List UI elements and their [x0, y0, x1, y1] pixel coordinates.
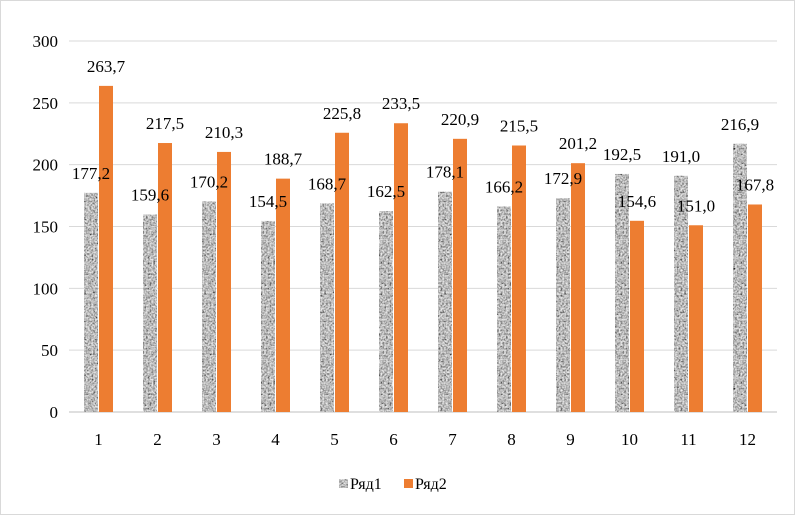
legend-item-series1: Ряд1: [339, 476, 382, 493]
x-axis-ticks: 1 2 3 4 5 6 7 8 9 10 11 12: [94, 430, 756, 449]
bar-series1: [733, 143, 747, 412]
data-label: 210,3: [205, 123, 243, 142]
bar-series1: [438, 191, 452, 412]
bar-series2: [571, 163, 585, 412]
bar-series2: [394, 123, 408, 412]
bar-series1: [320, 203, 334, 412]
bar-series1: [379, 211, 393, 412]
bar-series2: [689, 225, 703, 412]
data-label: 166,2: [485, 177, 523, 196]
bars: [84, 85, 762, 413]
x-tick-label: 5: [330, 430, 339, 449]
data-label: 191,0: [662, 147, 700, 166]
bar-series2: [748, 204, 762, 412]
y-tick-label: 250: [33, 94, 59, 113]
data-label: 162,5: [367, 182, 405, 201]
legend-swatch: [339, 479, 348, 488]
gridlines: [69, 40, 777, 413]
data-label: 215,5: [500, 116, 538, 135]
data-label: 159,6: [131, 186, 169, 205]
data-label: 233,5: [382, 94, 420, 113]
x-tick-label: 10: [621, 430, 638, 449]
data-label: 170,2: [190, 173, 228, 192]
data-label: 263,7: [87, 57, 126, 76]
data-label: 178,1: [426, 163, 464, 182]
data-label: 172,9: [544, 169, 582, 188]
x-tick-label: 2: [153, 430, 162, 449]
data-label: 168,7: [308, 174, 347, 193]
y-tick-label: 0: [50, 403, 59, 422]
bar-series2: [335, 132, 349, 412]
bar-series1: [143, 214, 157, 412]
bar-series2: [99, 85, 113, 413]
legend-swatch: [404, 479, 413, 488]
bar-series2: [217, 151, 231, 412]
data-label: 220,9: [441, 110, 479, 129]
legend-label: Ряд2: [415, 476, 447, 493]
data-label: 225,8: [323, 104, 361, 123]
y-axis-ticks: 0 50 100 150 200 250 300: [33, 32, 59, 422]
data-label: 151,0: [677, 196, 715, 215]
x-tick-label: 4: [271, 430, 280, 449]
data-label: 154,5: [249, 192, 287, 211]
bar-series2: [276, 178, 290, 412]
x-tick-label: 3: [212, 430, 221, 449]
data-label: 217,5: [146, 114, 184, 133]
bar-series1: [615, 173, 629, 412]
data-label: 192,5: [603, 145, 641, 164]
y-tick-label: 300: [33, 32, 59, 51]
bar-series2: [630, 220, 644, 412]
data-label: 154,6: [618, 192, 656, 211]
y-tick-label: 150: [33, 218, 59, 237]
data-label: 201,2: [559, 134, 597, 153]
x-tick-label: 7: [448, 430, 457, 449]
x-tick-label: 9: [566, 430, 575, 449]
y-tick-label: 50: [41, 341, 58, 360]
legend-label: Ряд1: [350, 476, 382, 493]
x-tick-label: 11: [680, 430, 696, 449]
x-tick-label: 8: [507, 430, 516, 449]
data-labels: 177,2 263,7 159,6 217,5 170,2 210,3 154,5 188,7…: [72, 57, 774, 215]
data-label: 177,2: [72, 164, 110, 183]
x-tick-label: 1: [94, 430, 103, 449]
data-label: 216,9: [721, 115, 759, 134]
bar-series1: [202, 201, 216, 412]
bar-series1: [674, 175, 688, 412]
legend-item-series2: Ряд2: [404, 476, 447, 493]
y-tick-label: 100: [33, 279, 59, 298]
bar-series1: [556, 198, 570, 412]
bar-series1: [261, 220, 275, 412]
legend: Ряд1 Ряд2: [339, 476, 447, 493]
y-tick-label: 200: [33, 156, 59, 175]
x-tick-label: 12: [739, 430, 756, 449]
bar-series1: [497, 206, 511, 412]
bar-series2: [158, 143, 172, 412]
bar-series2: [453, 138, 467, 413]
bar-series2: [512, 145, 526, 412]
data-label: 188,7: [264, 150, 303, 169]
bar-series1: [84, 192, 98, 412]
data-label: 167,8: [736, 175, 774, 194]
x-tick-label: 6: [389, 430, 398, 449]
